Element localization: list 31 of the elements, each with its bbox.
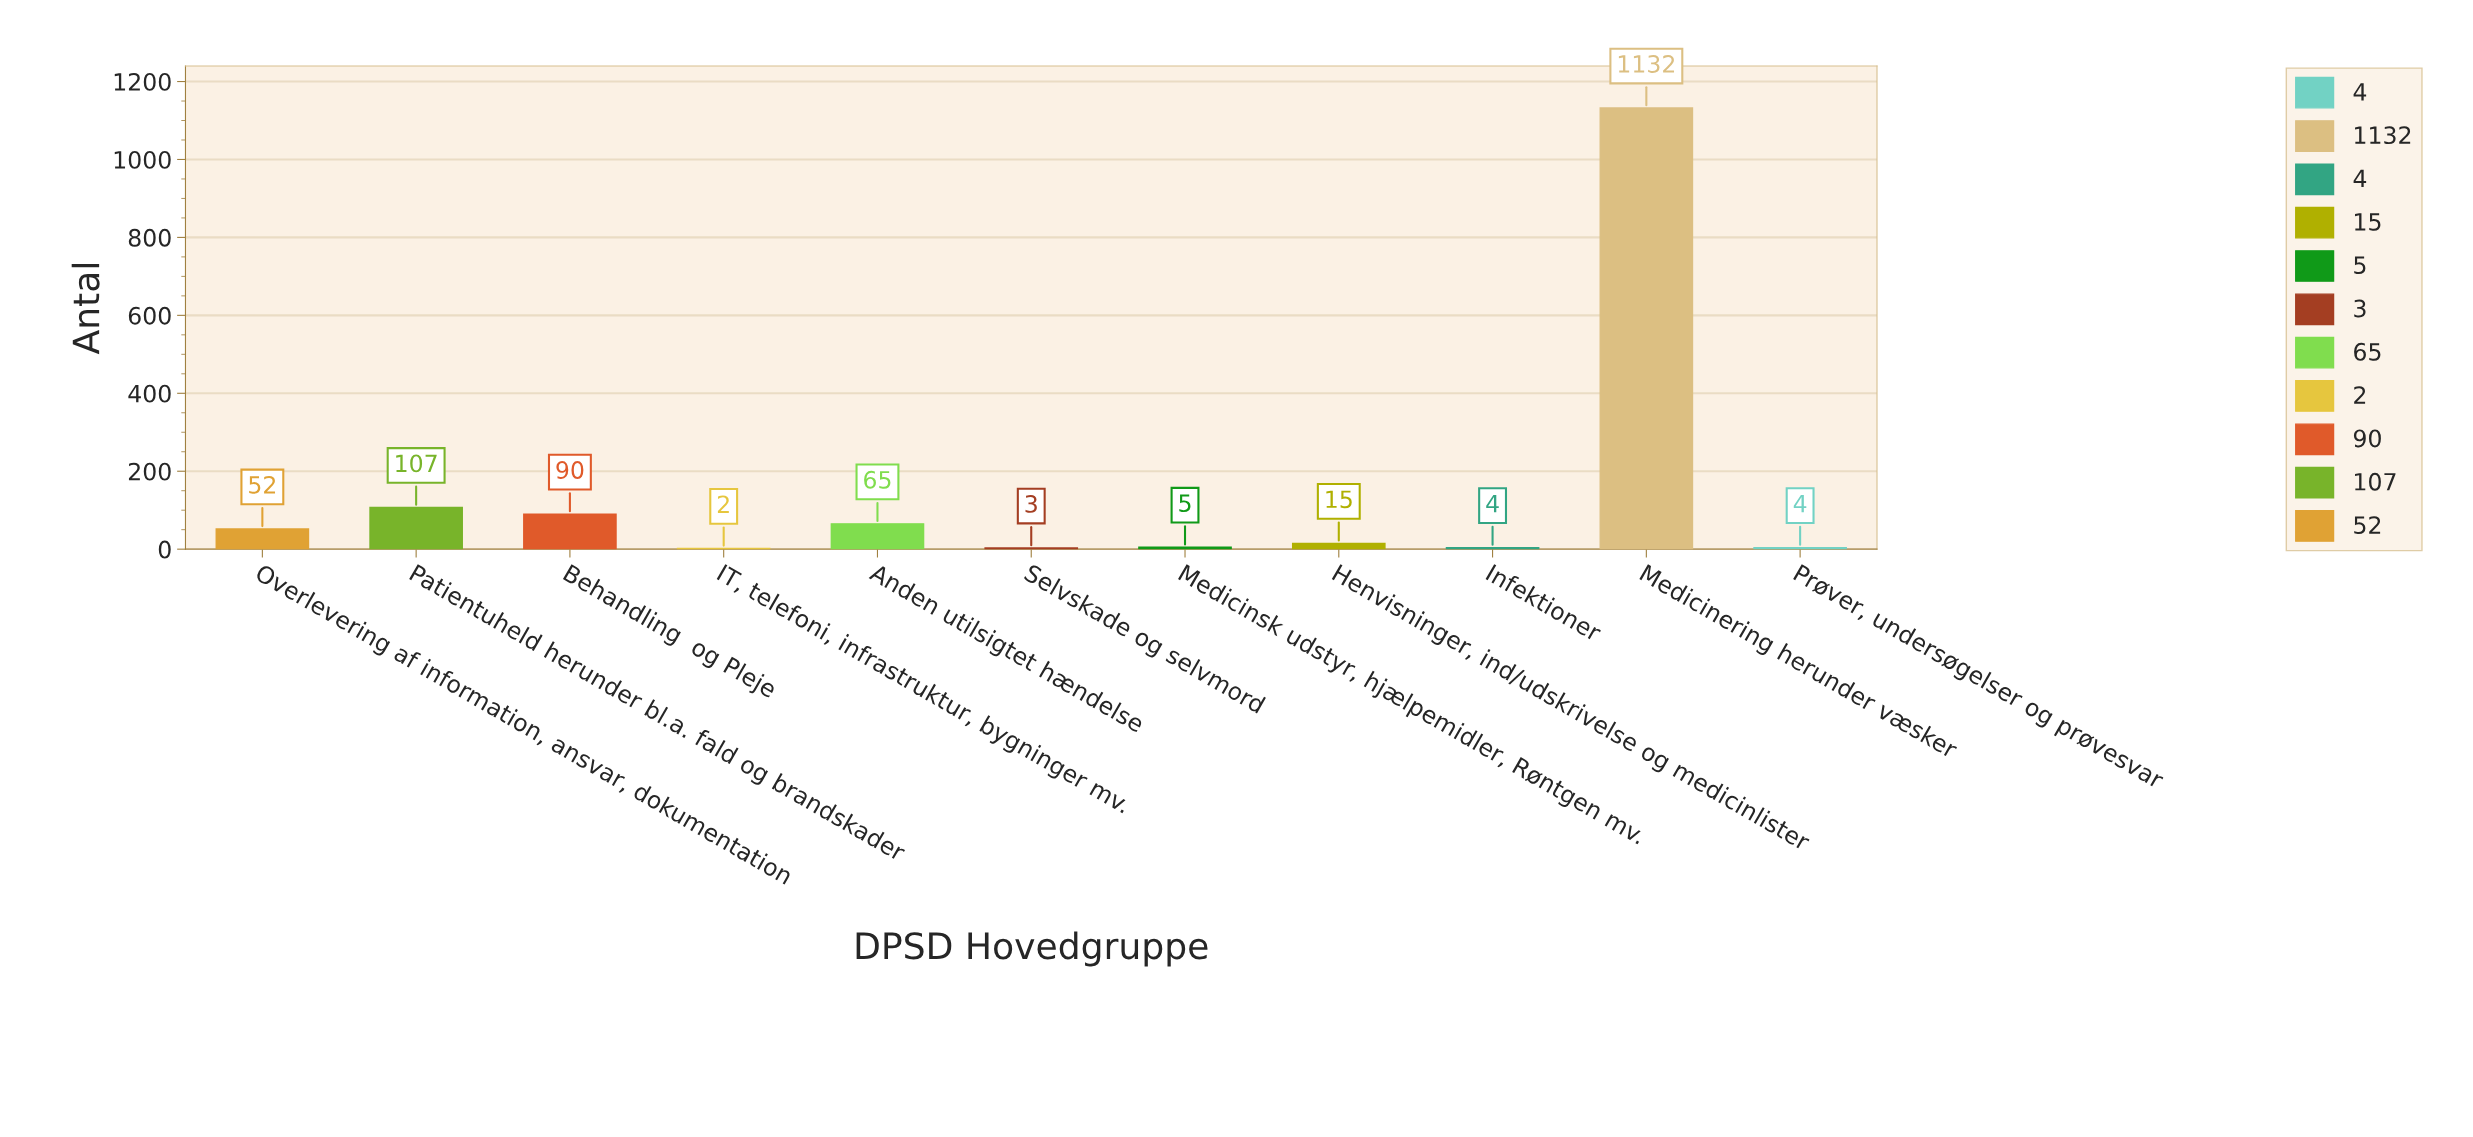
legend-label: 90 [2353, 429, 2381, 448]
data-label: 1132 [1618, 55, 1675, 73]
legend-label: 15 [2355, 213, 2381, 231]
y-axis-title: Antal [71, 263, 100, 355]
legend-label: 1132 [2355, 126, 2411, 145]
legend-label: 4 [2353, 83, 2367, 101]
data-label: 15 [1326, 490, 1352, 509]
y-tick-label: 600 [128, 306, 171, 325]
legend-label: 3 [2354, 299, 2366, 318]
legend-label: 52 [2354, 516, 2381, 535]
y-tick-label: 1000 [114, 150, 171, 169]
y-tick-label: 200 [128, 462, 171, 481]
legend-label: 65 [2354, 342, 2381, 361]
legend-label: 4 [2353, 169, 2367, 188]
data-label: 107 [396, 454, 437, 473]
y-tick-label: 400 [128, 384, 171, 403]
data-label: 52 [249, 475, 276, 494]
data-label: 65 [864, 470, 891, 489]
data-label: 4 [1793, 494, 1807, 513]
y-tick-label: 0 [158, 540, 171, 559]
data-label: 4 [1486, 494, 1499, 513]
legend-label: 107 [2355, 472, 2396, 491]
data-label: 5 [1179, 494, 1191, 513]
y-tick-label: 800 [128, 228, 171, 247]
data-label: 90 [556, 461, 584, 479]
data-label: 3 [1025, 495, 1037, 513]
legend-label: 5 [2354, 256, 2366, 275]
data-label: 2 [717, 495, 729, 513]
legend-label: 2 [2354, 386, 2366, 404]
y-tick-label: 1200 [114, 72, 171, 91]
x-axis-title: DPSD Hovedgruppe [856, 931, 1208, 967]
